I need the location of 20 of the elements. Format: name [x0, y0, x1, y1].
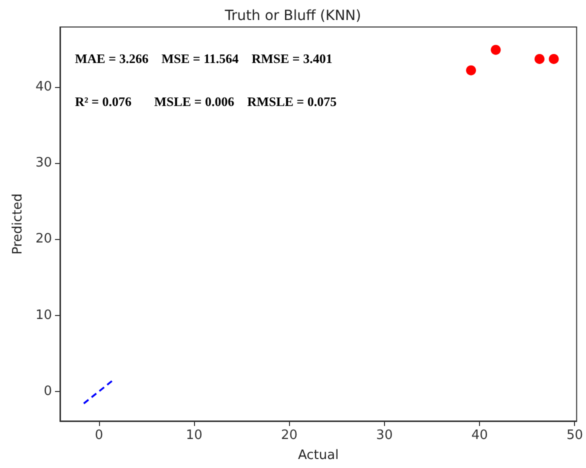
- x-tick-label: 30: [376, 428, 393, 443]
- point: [548, 54, 559, 64]
- x-tick-label: 20: [281, 428, 298, 443]
- point: [466, 65, 476, 76]
- x-tick-label: 0: [94, 428, 104, 443]
- point: [534, 54, 545, 64]
- point: [490, 44, 501, 55]
- chart-title: Truth or Bluff (KNN): [224, 8, 362, 24]
- y-tick-label: 30: [35, 156, 52, 171]
- x-axis-title: Actual: [298, 448, 339, 463]
- y-tick-label: 20: [35, 232, 52, 247]
- x-tick-label: 10: [186, 428, 202, 443]
- y-tick-label: 10: [35, 308, 52, 323]
- annotation: R² = 0.076 MSLE = 0.006 RMSLE = 0.075: [75, 94, 338, 109]
- y-tick-label: 0: [44, 384, 52, 399]
- annotation: MAE = 3.266 MSE = 11.564 RMSE = 3.401: [75, 51, 332, 66]
- x-tick-label: 50: [566, 428, 583, 443]
- x-tick-label: 40: [471, 428, 488, 443]
- y-tick-label: 40: [35, 80, 52, 95]
- y-axis-title: Predicted: [10, 193, 26, 255]
